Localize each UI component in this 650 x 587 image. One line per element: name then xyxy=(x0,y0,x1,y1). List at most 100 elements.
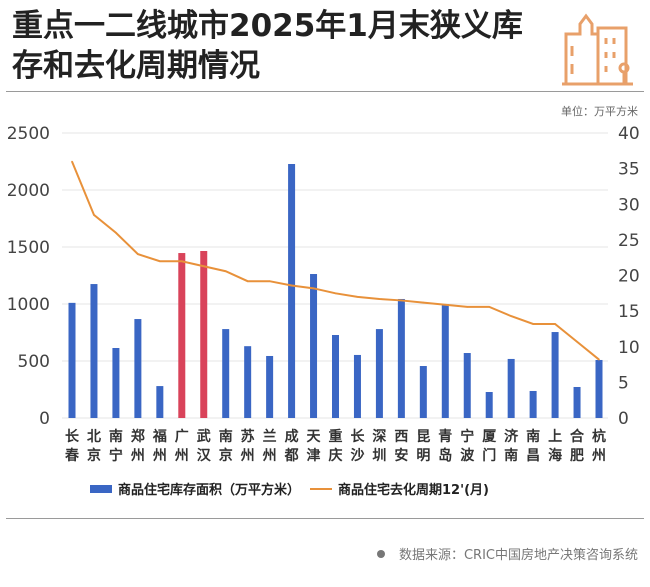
category-label-bottom: 春 xyxy=(64,447,80,464)
category-label-bottom: 门 xyxy=(482,447,496,464)
category-label-top: 宁 xyxy=(460,428,474,445)
bar-西安 xyxy=(397,298,405,418)
line-point-宁波 xyxy=(466,306,469,308)
bar-北京 xyxy=(90,284,98,418)
category-label-top: 南 xyxy=(219,428,233,445)
line-point-南京 xyxy=(224,270,227,273)
line-point-上海 xyxy=(554,323,556,325)
category-label-top: 南 xyxy=(109,428,123,445)
category-label-top: 南 xyxy=(526,428,540,445)
left-tick-label: 1000 xyxy=(7,295,50,315)
bar-南京 xyxy=(222,329,230,418)
line-point-长沙 xyxy=(356,296,359,298)
bar-武汉 xyxy=(200,250,208,418)
category-label-top: 广 xyxy=(175,428,189,445)
line-point-青岛 xyxy=(444,303,447,306)
legend-line-swatch xyxy=(310,487,333,490)
line-point-广州 xyxy=(180,260,183,263)
bar-福州 xyxy=(156,386,164,418)
bullet-icon xyxy=(376,549,385,558)
category-label-bottom: 肥 xyxy=(570,448,584,464)
category-label-top: 济 xyxy=(504,428,519,445)
category-label-bottom: 圳 xyxy=(372,448,386,464)
bar-合肥 xyxy=(573,386,581,418)
line-point-南宁 xyxy=(115,231,117,234)
bar-南昌 xyxy=(529,390,537,418)
category-label-bottom: 州 xyxy=(152,448,167,464)
left-tick-label: 500 xyxy=(18,352,50,372)
line-point-重庆 xyxy=(334,292,337,295)
category-label-top: 苏 xyxy=(241,428,255,445)
line-point-武汉 xyxy=(202,265,205,268)
right-tick-label: 35 xyxy=(618,160,640,180)
right-tick-label: 0 xyxy=(618,409,629,429)
line-point-长春 xyxy=(71,160,73,163)
category-label-bottom: 昌 xyxy=(526,448,540,464)
turnover-line xyxy=(71,161,600,361)
line-point-合肥 xyxy=(576,340,578,343)
legend: 商品住宅库存面积（万平方米） 商品住宅去化周期12'(月) xyxy=(90,479,489,498)
bar-上海 xyxy=(551,332,559,418)
right-tick-label: 25 xyxy=(618,231,640,251)
category-label-top: 长 xyxy=(350,428,365,445)
bar-广州 xyxy=(178,253,186,418)
category-label-top: 天 xyxy=(307,429,322,445)
line-point-厦门 xyxy=(488,306,491,308)
bar-济南 xyxy=(507,358,515,418)
bar-成都 xyxy=(288,164,296,418)
right-tick-label: 30 xyxy=(618,195,640,215)
right-tick-label: 5 xyxy=(618,373,629,393)
left-tick-label: 2000 xyxy=(7,181,50,201)
bar-深圳 xyxy=(375,329,383,418)
line-point-兰州 xyxy=(268,280,271,283)
category-label-top: 兰 xyxy=(263,428,277,445)
category-label-top: 重 xyxy=(329,428,343,445)
bar-厦门 xyxy=(485,392,493,418)
category-label-bottom: 州 xyxy=(240,448,255,464)
category-label-bottom: 庆 xyxy=(329,447,343,464)
category-label-bottom: 明 xyxy=(416,448,430,464)
category-label-bottom: 都 xyxy=(284,448,299,464)
bar-长沙 xyxy=(353,354,361,418)
category-label-top: 北 xyxy=(87,429,101,445)
category-label-bottom: 波 xyxy=(460,447,475,464)
right-tick-label: 40 xyxy=(618,124,640,144)
category-label-bottom: 沙 xyxy=(350,448,364,464)
legend-line-label: 商品住宅去化周期12'(月) xyxy=(338,483,489,498)
category-label-bottom: 海 xyxy=(548,447,562,464)
bar-宁波 xyxy=(463,353,471,418)
line-point-南昌 xyxy=(532,323,534,325)
category-label-bottom: 南 xyxy=(504,447,518,464)
line-point-郑州 xyxy=(137,253,139,255)
category-label-top: 厦 xyxy=(482,429,497,445)
category-label-top: 福 xyxy=(152,428,167,445)
category-label-top: 昆 xyxy=(416,429,430,445)
left-tick-label: 1500 xyxy=(7,238,50,258)
line-point-杭州 xyxy=(598,358,600,361)
line-point-西安 xyxy=(400,299,403,302)
bar-南宁 xyxy=(112,348,120,418)
line-point-济南 xyxy=(510,315,512,317)
category-label-bottom: 安 xyxy=(394,447,408,464)
category-label-top: 郑 xyxy=(131,428,145,445)
chart-plot: 0 500 1000 1500 2000 2500 0 5 10 15 20 25 30 35 40 长春北京… xyxy=(7,124,640,464)
line-point-成都 xyxy=(290,284,293,287)
line-point-昆明 xyxy=(422,301,425,304)
chart-title: 重点一二线城市2025年1月末狭义库存和去化周期情况 xyxy=(12,8,523,84)
right-tick-label: 15 xyxy=(618,302,640,322)
category-label-top: 成 xyxy=(285,428,299,445)
category-label-top: 长 xyxy=(65,428,80,445)
category-label-bottom: 州 xyxy=(174,448,189,464)
category-label-top: 杭 xyxy=(592,428,606,445)
category-label-top: 武 xyxy=(197,428,211,445)
city-buildings-icon xyxy=(560,6,635,90)
unit-label: 单位：万平方米 xyxy=(561,105,638,118)
line-point-苏州 xyxy=(246,280,249,283)
category-label-bottom: 州 xyxy=(262,448,277,464)
left-tick-label: 0 xyxy=(39,409,50,429)
category-label-top: 青 xyxy=(438,428,452,445)
category-label-bottom: 宁 xyxy=(109,447,123,464)
line-point-福州 xyxy=(159,260,161,263)
legend-bar-label: 商品住宅库存面积（万平方米） xyxy=(118,483,301,498)
